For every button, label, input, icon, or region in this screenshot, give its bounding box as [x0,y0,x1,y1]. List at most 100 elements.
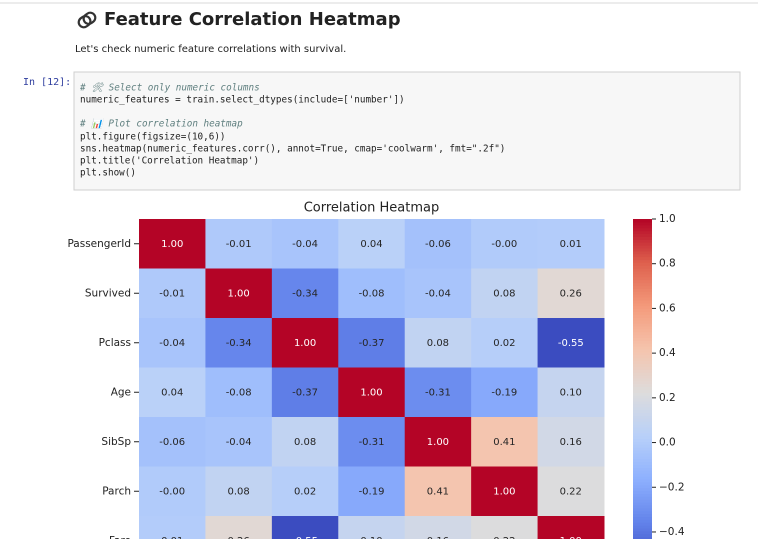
heatmap-cell [139,219,206,269]
heatmap-cell [271,516,339,539]
cell-label: -0.04 [425,288,451,299]
cell-label: 0.10 [360,536,382,539]
cell-label: -0.19 [491,387,517,398]
colorbar-segment [633,334,652,338]
heatmap-cell [338,466,406,517]
colorbar-segment [633,294,652,298]
cell-label: 1.00 [294,338,316,349]
colorbar-segment [633,302,652,307]
colorbar-segment [633,320,652,324]
heatmap-cell [404,219,472,269]
heatmap-cell [537,268,605,319]
cell-label: -0.34 [226,338,252,349]
colorbar-segment [633,299,652,304]
heatmap-cell [205,318,273,368]
colorbar-segment [633,363,652,367]
colorbar-segment [633,501,652,506]
colorbar-tick-label: 0.0 [659,437,676,449]
colorbar-segment [633,308,652,312]
colorbar-segment [633,522,652,526]
cell-label: 1.00 [493,486,515,497]
colorbar-segment [633,406,652,411]
colorbar-segment [633,519,652,523]
colorbar-segment [633,530,652,535]
heatmap-cell [471,219,539,269]
cell-label: -0.55 [292,536,318,539]
colorbar-segment [633,507,652,512]
heading: Feature Correlation Heatmap [104,9,401,30]
colorbar-segment [633,351,652,356]
colorbar-segment [633,516,652,520]
cell-label: -0.37 [359,338,385,349]
heatmap-cell [537,516,605,539]
colorbar-segment [633,525,652,529]
heatmap-cell [139,466,206,517]
colorbar-segment [633,343,652,347]
cell-label: -0.37 [292,387,318,398]
colorbar-segment [633,348,652,353]
colorbar-segment [633,435,652,440]
heatmap-cell [205,367,273,418]
colorbar-segment [633,288,652,292]
colorbar-tick-label: 0.2 [659,392,676,404]
heatmap-cell [271,367,339,418]
colorbar-segment [633,273,652,278]
colorbar-segment [633,282,652,287]
cell-label: -0.19 [359,486,385,497]
y-tick-label: Survived [85,287,131,299]
heatmap-cell [404,417,472,467]
heatmap-cell [537,417,605,467]
colorbar-segment [633,372,652,376]
cell-label: -0.04 [159,338,185,349]
heatmap-cell [471,318,539,368]
y-tick-label: SibSp [101,436,131,448]
colorbar-segment [633,392,652,396]
cell-label: 0.41 [427,486,449,497]
y-tick-label: Parch [102,485,131,497]
heatmap-cell [139,367,206,418]
colorbar-segment [633,256,652,261]
colorbar-segment [633,244,652,249]
y-tick-label: Pclass [99,337,131,349]
code-line: # 📊 Plot correlation heatmap [79,118,243,130]
heatmap-cell [271,219,339,269]
cell-label: 0.04 [360,239,382,250]
heatmap-cell [537,367,605,418]
cell-label: 0.10 [560,387,582,398]
colorbar-segment [633,270,652,275]
colorbar-segment [633,493,652,497]
cell-label: -0.31 [359,437,385,448]
colorbar-segment [633,305,652,310]
colorbar-segment [633,403,652,408]
code-cell[interactable] [73,71,741,191]
colorbar-segment [633,475,652,480]
colorbar-segment [633,513,652,518]
colorbar-segment [633,239,652,243]
code-line: numeric_features = train.select_dtypes(i… [80,95,405,106]
cell-label: 0.16 [560,437,582,448]
colorbar-segment [633,415,652,419]
colorbar-segment [633,441,652,445]
colorbar-segment [633,325,652,330]
heatmap-cell [404,318,472,368]
colorbar-segment [633,386,652,390]
colorbar-segment [633,383,652,388]
heatmap-cell [471,268,539,319]
colorbar-segment [633,510,652,515]
cell-label: 0.08 [294,437,316,448]
heatmap-cell [338,367,406,418]
colorbar-segment [633,447,652,451]
heatmap-cell [338,516,406,539]
heatmap-cell [338,318,406,368]
heatmap-cell [471,466,539,517]
heatmap-cell [471,367,539,418]
colorbar-tick-label: 1.0 [659,213,676,225]
cell-label: 0.08 [493,288,515,299]
colorbar-segment [633,380,652,385]
colorbar-segment [633,328,652,333]
heatmap-cell [471,516,539,539]
colorbar-segment [633,464,652,468]
colorbar-segment [633,424,652,428]
colorbar-segment [633,429,652,434]
colorbar-segment [633,444,652,448]
